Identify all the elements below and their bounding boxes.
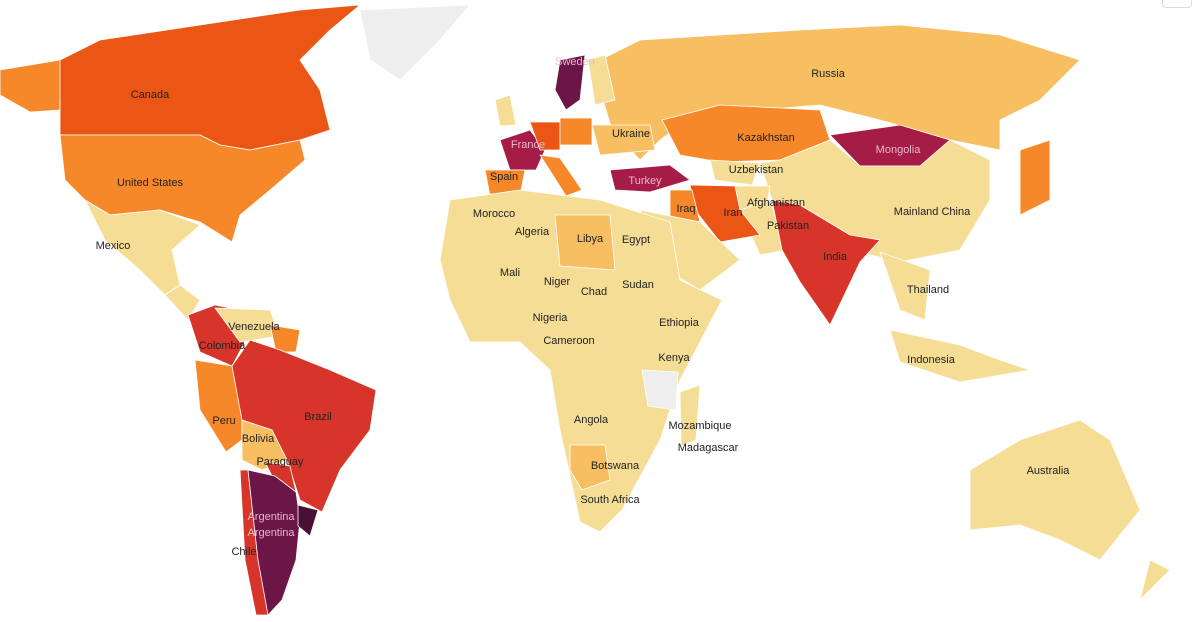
label-botswana: Botswana — [591, 460, 640, 472]
country-germany[interactable] — [529, 121, 561, 151]
label-algeria: Algeria — [515, 226, 550, 238]
label-chile: Chile — [231, 546, 256, 558]
country-madagascar[interactable] — [679, 384, 701, 447]
label-south-africa: South Africa — [580, 494, 640, 506]
label-libya: Libya — [577, 233, 604, 245]
label-russia: Russia — [811, 68, 846, 80]
label-sweden: Sweden — [555, 56, 595, 68]
label-sudan: Sudan — [622, 279, 654, 291]
label-niger: Niger — [544, 276, 571, 288]
label-iraq: Iraq — [677, 203, 696, 215]
country-uk[interactable] — [494, 94, 517, 127]
label-venezuela: Venezuela — [228, 321, 280, 333]
label-morocco: Morocco — [473, 208, 515, 220]
country-guyana[interactable] — [269, 324, 301, 353]
label-turkey: Turkey — [628, 175, 662, 187]
country-uzbekistan[interactable] — [709, 159, 761, 186]
label-pakistan: Pakistan — [767, 220, 809, 232]
country-uruguay[interactable] — [297, 504, 319, 537]
country-indonesia[interactable] — [889, 329, 1031, 383]
label-china: Mainland China — [894, 206, 971, 218]
country-canada[interactable] — [39, 4, 361, 151]
country-central-america[interactable] — [164, 284, 201, 321]
label-paraguay: Paraguay — [256, 456, 304, 468]
label-argentina: Argentina — [247, 511, 295, 523]
label-ukraine: Ukraine — [612, 128, 650, 140]
country-finland[interactable] — [587, 54, 616, 106]
country-italy[interactable] — [539, 154, 583, 197]
label-angola: Angola — [574, 414, 609, 426]
country-india[interactable] — [771, 199, 881, 326]
label-iran: Iran — [724, 207, 743, 219]
label-bolivia: Bolivia — [242, 433, 275, 445]
country-poland[interactable] — [559, 117, 593, 146]
country-argentina[interactable] — [247, 469, 301, 616]
label-cameroon: Cameroon — [543, 335, 594, 347]
label-nigeria: Nigeria — [533, 312, 569, 324]
label-kenya: Kenya — [658, 352, 690, 364]
label-madagascar: Madagascar — [678, 442, 739, 454]
country-australia[interactable] — [969, 419, 1141, 561]
label-mexico: Mexico — [96, 240, 131, 252]
label-mali: Mali — [500, 267, 520, 279]
label-mongolia: Mongolia — [876, 144, 922, 156]
label-chad: Chad — [581, 286, 607, 298]
label-colombia: Colombia — [199, 340, 246, 352]
label-united-states: United States — [117, 177, 184, 189]
label-kazakhstan: Kazakhstan — [737, 132, 794, 144]
country-africa[interactable] — [439, 189, 723, 533]
label-argentina-2: Argentina — [247, 527, 295, 539]
label-ethiopia: Ethiopia — [659, 317, 700, 329]
label-mozambique: Mozambique — [669, 420, 732, 432]
label-australia: Australia — [1027, 465, 1071, 477]
label-france: France — [511, 139, 545, 151]
country-thailand[interactable] — [879, 251, 931, 321]
country-new-zealand[interactable] — [1139, 559, 1171, 601]
map-control-button[interactable] — [1162, 0, 1192, 8]
label-indonesia: Indonesia — [907, 354, 956, 366]
country-alaska[interactable] — [0, 59, 61, 113]
country-france[interactable] — [499, 129, 546, 171]
label-spain: Spain — [490, 171, 518, 183]
label-brazil: Brazil — [304, 411, 332, 423]
label-afghanistan: Afghanistan — [747, 197, 805, 209]
country-turkey[interactable] — [609, 164, 691, 193]
label-canada: Canada — [131, 89, 170, 101]
label-uzbekistan: Uzbekistan — [729, 164, 783, 176]
country-sweden[interactable] — [554, 54, 586, 111]
country-greenland[interactable] — [359, 4, 471, 81]
label-egypt: Egypt — [622, 234, 650, 246]
label-india: India — [823, 251, 848, 263]
country-mexico[interactable] — [84, 199, 201, 296]
label-thailand: Thailand — [907, 284, 949, 296]
label-peru: Peru — [212, 415, 235, 427]
country-botswana[interactable] — [569, 444, 611, 491]
country-ukraine[interactable] — [591, 124, 656, 156]
country-libya[interactable] — [554, 214, 616, 271]
country-tanzania[interactable] — [641, 369, 679, 411]
country-japan[interactable] — [1019, 139, 1051, 216]
